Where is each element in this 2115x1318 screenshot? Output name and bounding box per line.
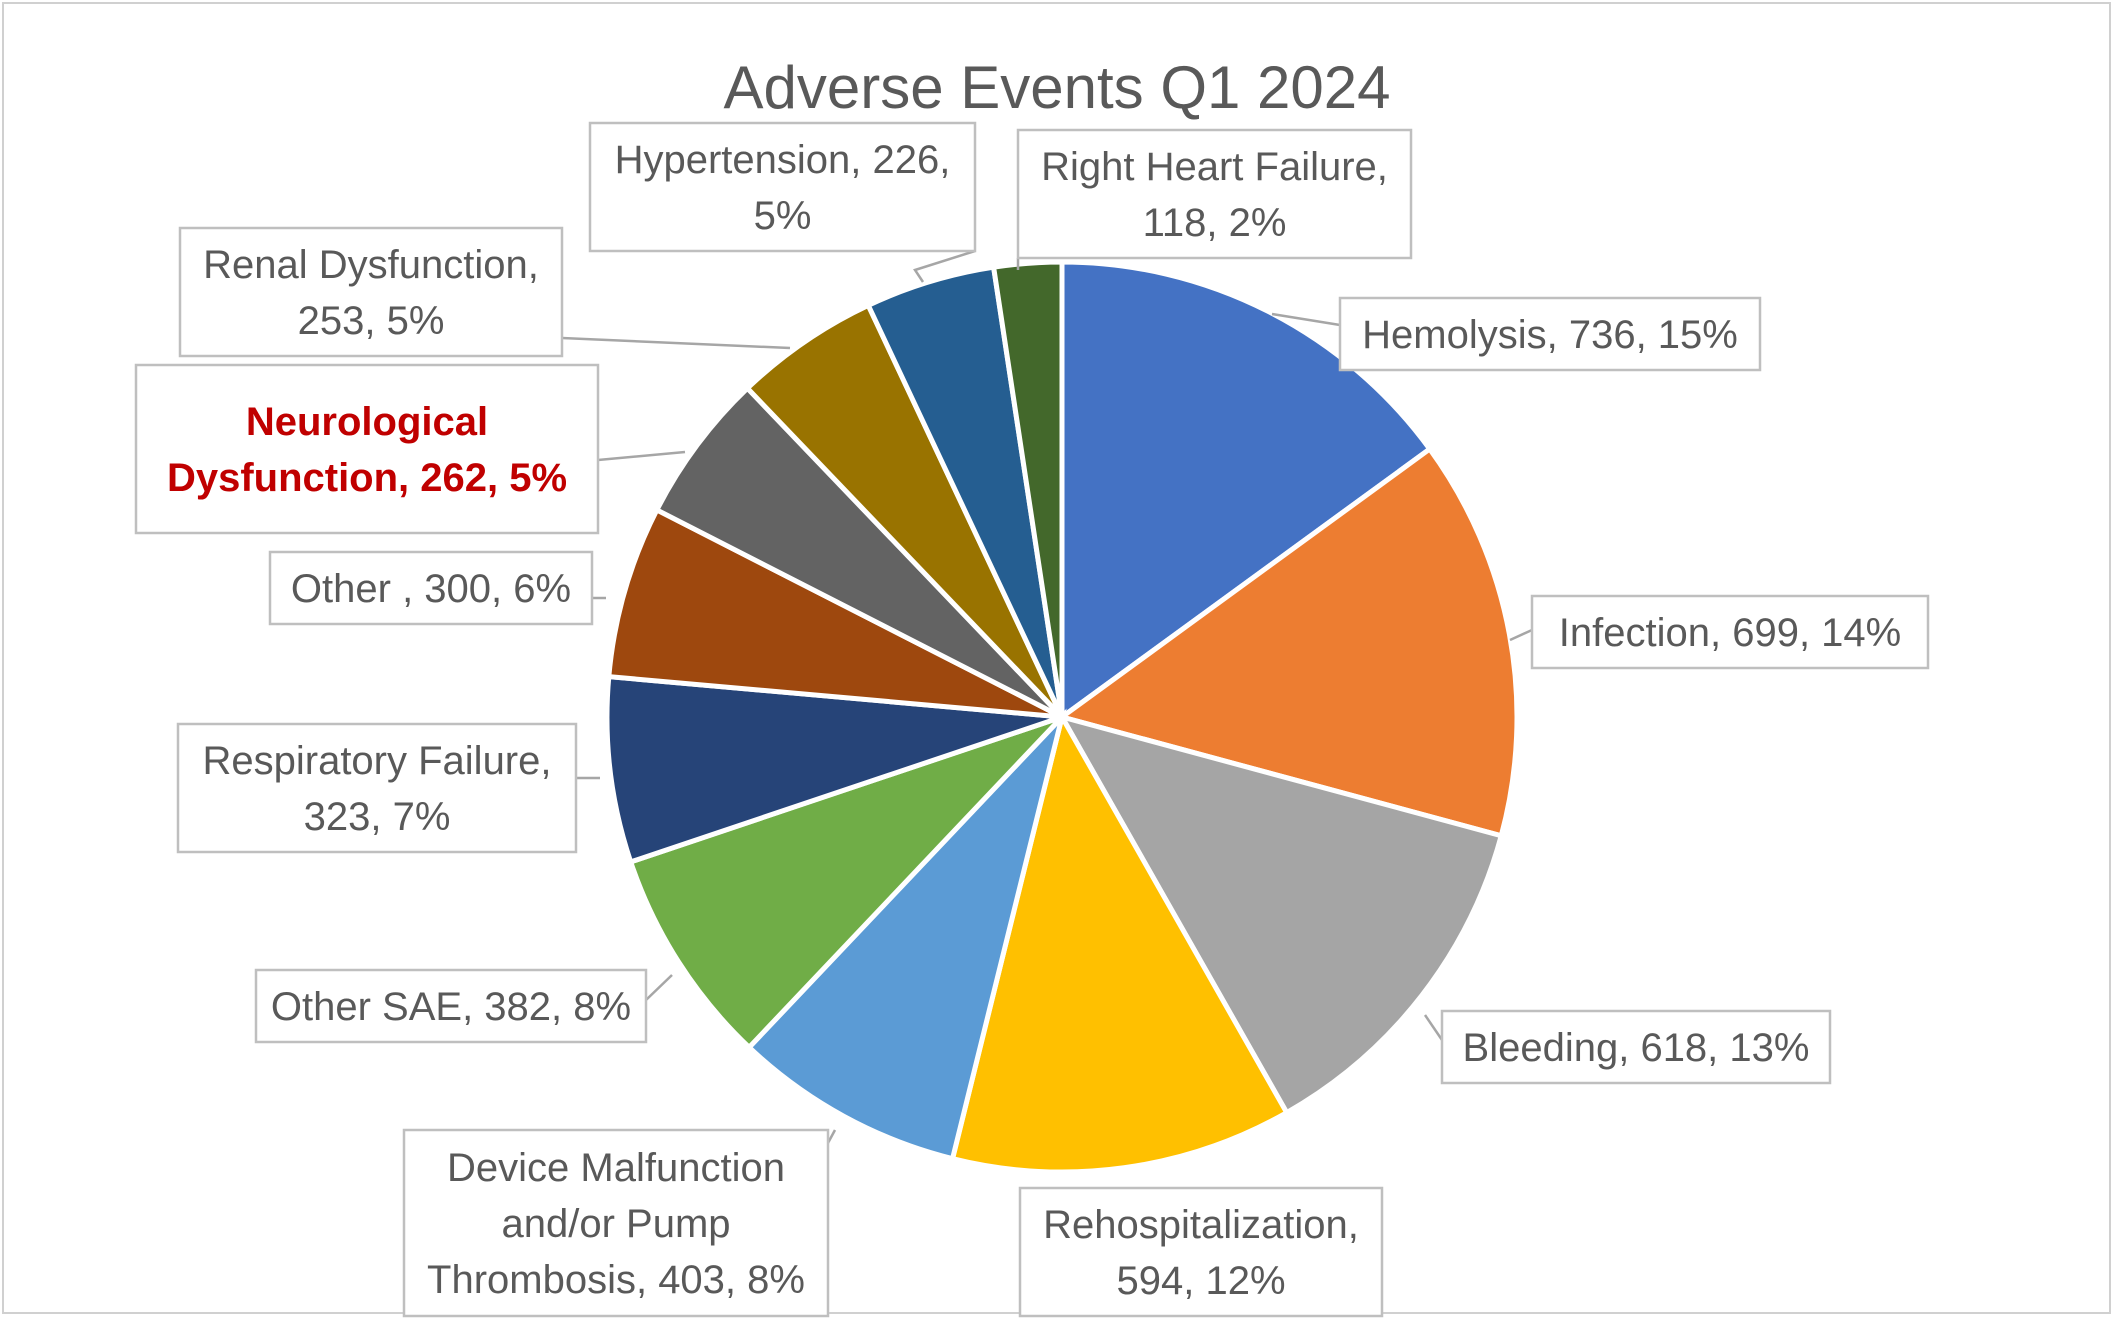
data-label-text: Rehospitalization, [1043, 1203, 1359, 1247]
leader-line-hypertension [913, 249, 976, 283]
pie-slice-bleeding [1056, 713, 1505, 1117]
data-label-text: 118, 2% [1143, 201, 1287, 245]
data-label-text: Neurological [246, 400, 488, 444]
data-label-text: Respiratory Failure, [202, 739, 551, 783]
data-label-text: and/or Pump [501, 1202, 730, 1246]
pie-slice-respiratory-failure [604, 673, 1063, 866]
data-label-box [402, 1128, 830, 1318]
data-label-box [588, 121, 977, 253]
data-label-renal-dysfunction: Renal Dysfunction, 253, 5% [178, 226, 564, 358]
leader-line-infection [1509, 628, 1533, 642]
data-label-text: Right Heart Failure, [1041, 145, 1388, 189]
pie-slice-hemolysis [1059, 259, 1434, 722]
data-label-bleeding: Bleeding, 618, 13% [1440, 1009, 1832, 1085]
pie-slice-right-heart-failure [990, 259, 1065, 718]
pie-slice-device-malfunction-and-or-pump-thrombosis [745, 708, 1067, 1162]
data-label-text: Hypertension, 226, [615, 138, 951, 182]
data-label-other-sae: Other SAE, 382, 8% [254, 968, 648, 1044]
data-label-respiratory-failure: Respiratory Failure, 323, 7% [176, 722, 578, 854]
data-label-box [254, 968, 648, 1044]
data-label-hemolysis: Hemolysis, 736, 15% [1338, 296, 1762, 372]
data-label-text: Renal Dysfunction, [203, 243, 539, 287]
leader-line-renal-dysfunction [561, 336, 791, 350]
data-label-box [1530, 594, 1930, 670]
data-label-text: Other , 300, 6% [291, 567, 571, 611]
data-label-box [134, 363, 600, 535]
data-label-box [178, 226, 564, 358]
data-label-text: 594, 12% [1116, 1259, 1285, 1303]
data-label-text: Device Malfunction [447, 1146, 785, 1190]
data-label-text: Other SAE, 382, 8% [271, 985, 631, 1029]
chart-title: Adverse Events Q1 2024 [723, 54, 1390, 121]
data-label-box [1440, 1009, 1832, 1085]
leader-lines [561, 249, 1533, 1181]
pie-slice-other-sae [627, 714, 1064, 1051]
data-label-neurological-dysfunction: Neurological Dysfunction, 262, 5% [134, 363, 600, 535]
pie-slice-renal-dysfunction [743, 301, 1065, 719]
data-label-text: Dysfunction, 262, 5% [167, 456, 567, 500]
data-label-box [1016, 128, 1413, 260]
data-label-box [268, 550, 594, 626]
data-label-text: Thrombosis, 403, 8% [427, 1258, 805, 1302]
data-label-text: Hemolysis, 736, 15% [1362, 313, 1738, 357]
data-label-hypertension: Hypertension, 226, 5% [588, 121, 977, 253]
data-label-text: 253, 5% [298, 299, 445, 343]
leader-line-hemolysis [1271, 312, 1341, 327]
data-label-device-malfunction-and-or-pump-thrombosis: Device Malfunction and/or Pump Thrombosis,… [402, 1128, 830, 1318]
pie-slice-neurological-dysfunction [653, 384, 1064, 720]
data-label-other: Other , 300, 6% [268, 550, 594, 626]
pie-slice-infection [1056, 445, 1520, 839]
data-label-rehospitalization: Rehospitalization, 594, 12% [1018, 1186, 1384, 1318]
leader-line-neurological-dysfunction [597, 450, 686, 462]
leader-line-other-sae [645, 974, 673, 1001]
pie-slices [604, 259, 1520, 1175]
pie-slice-other [606, 506, 1064, 720]
data-labels: Hemolysis, 736, 15% Infection, 699, 14% Bl… [134, 121, 1930, 1318]
data-label-infection: Infection, 699, 14% [1530, 594, 1930, 670]
data-label-text: Infection, 699, 14% [1559, 611, 1901, 655]
data-label-box [176, 722, 578, 854]
data-label-text: Bleeding, 618, 13% [1463, 1026, 1810, 1070]
data-label-right-heart-failure: Right Heart Failure, 118, 2% [1016, 128, 1413, 260]
data-label-box [1018, 1186, 1384, 1318]
data-label-text: 5% [754, 194, 812, 238]
leader-line-bleeding [1423, 1014, 1444, 1041]
data-label-text: 323, 7% [304, 795, 451, 839]
data-label-box [1338, 296, 1762, 372]
